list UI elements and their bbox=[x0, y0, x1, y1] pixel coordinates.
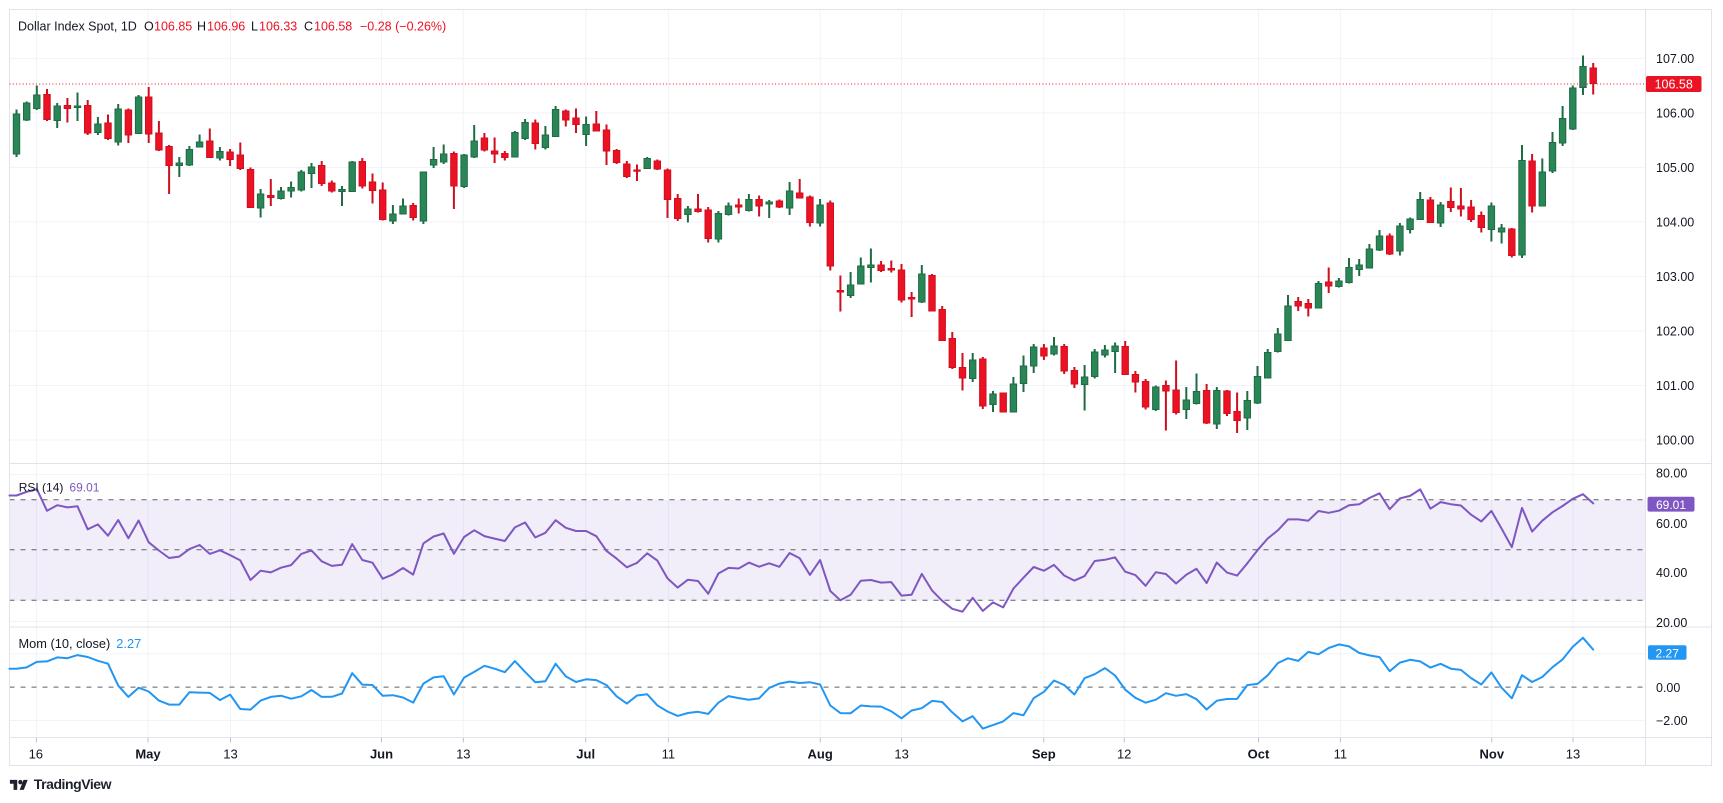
svg-text:106.33: 106.33 bbox=[259, 20, 297, 34]
svg-text:Jun: Jun bbox=[370, 746, 393, 761]
svg-text:69.01: 69.01 bbox=[1656, 498, 1686, 512]
svg-text:2.27: 2.27 bbox=[116, 636, 141, 651]
svg-text:C: C bbox=[304, 20, 313, 34]
svg-text:L: L bbox=[251, 20, 258, 34]
svg-text:101.00: 101.00 bbox=[1656, 379, 1694, 393]
svg-text:−2.00: −2.00 bbox=[1656, 714, 1688, 728]
svg-text:Sep: Sep bbox=[1032, 746, 1056, 761]
svg-text:11: 11 bbox=[1334, 746, 1348, 761]
svg-text:Mom (10, close): Mom (10, close) bbox=[19, 636, 111, 651]
svg-text:40.00: 40.00 bbox=[1656, 566, 1687, 580]
svg-text:106.58: 106.58 bbox=[314, 20, 352, 34]
svg-text:13: 13 bbox=[456, 746, 470, 761]
svg-text:Nov: Nov bbox=[1480, 746, 1505, 761]
svg-text:106.85: 106.85 bbox=[154, 20, 192, 34]
svg-text:69.01: 69.01 bbox=[69, 480, 99, 494]
svg-text:11: 11 bbox=[662, 746, 676, 761]
svg-text:May: May bbox=[135, 746, 161, 761]
svg-text:Aug: Aug bbox=[808, 746, 833, 761]
svg-text:106.96: 106.96 bbox=[207, 20, 245, 34]
svg-text:16: 16 bbox=[29, 746, 43, 761]
svg-text:103.00: 103.00 bbox=[1656, 270, 1694, 284]
svg-text:2.27: 2.27 bbox=[1656, 646, 1680, 660]
svg-text:TradingView: TradingView bbox=[34, 776, 112, 792]
svg-text:0.00: 0.00 bbox=[1656, 681, 1680, 695]
svg-text:13: 13 bbox=[1566, 746, 1580, 761]
svg-text:Oct: Oct bbox=[1248, 746, 1270, 761]
svg-text:80.00: 80.00 bbox=[1656, 467, 1687, 481]
svg-text:20.00: 20.00 bbox=[1656, 616, 1687, 630]
svg-text:104.00: 104.00 bbox=[1656, 215, 1694, 229]
svg-text:13: 13 bbox=[894, 746, 908, 761]
svg-text:−0.28 (−0.26%): −0.28 (−0.26%) bbox=[360, 20, 446, 34]
svg-text:107.00: 107.00 bbox=[1656, 52, 1694, 66]
svg-text:106.00: 106.00 bbox=[1656, 106, 1694, 120]
svg-text:O: O bbox=[144, 20, 154, 34]
svg-text:H: H bbox=[197, 20, 206, 34]
svg-text:13: 13 bbox=[223, 746, 237, 761]
svg-text:100.00: 100.00 bbox=[1656, 433, 1694, 447]
svg-text:105.00: 105.00 bbox=[1656, 161, 1694, 175]
svg-text:12: 12 bbox=[1117, 746, 1131, 761]
svg-text:60.00: 60.00 bbox=[1656, 517, 1687, 531]
svg-text:102.00: 102.00 bbox=[1656, 324, 1694, 338]
svg-text:RSI (14): RSI (14) bbox=[19, 480, 64, 494]
svg-text:Jul: Jul bbox=[576, 746, 595, 761]
svg-text:106.58: 106.58 bbox=[1655, 77, 1693, 91]
svg-text:Dollar Index Spot, 1D: Dollar Index Spot, 1D bbox=[18, 20, 137, 34]
